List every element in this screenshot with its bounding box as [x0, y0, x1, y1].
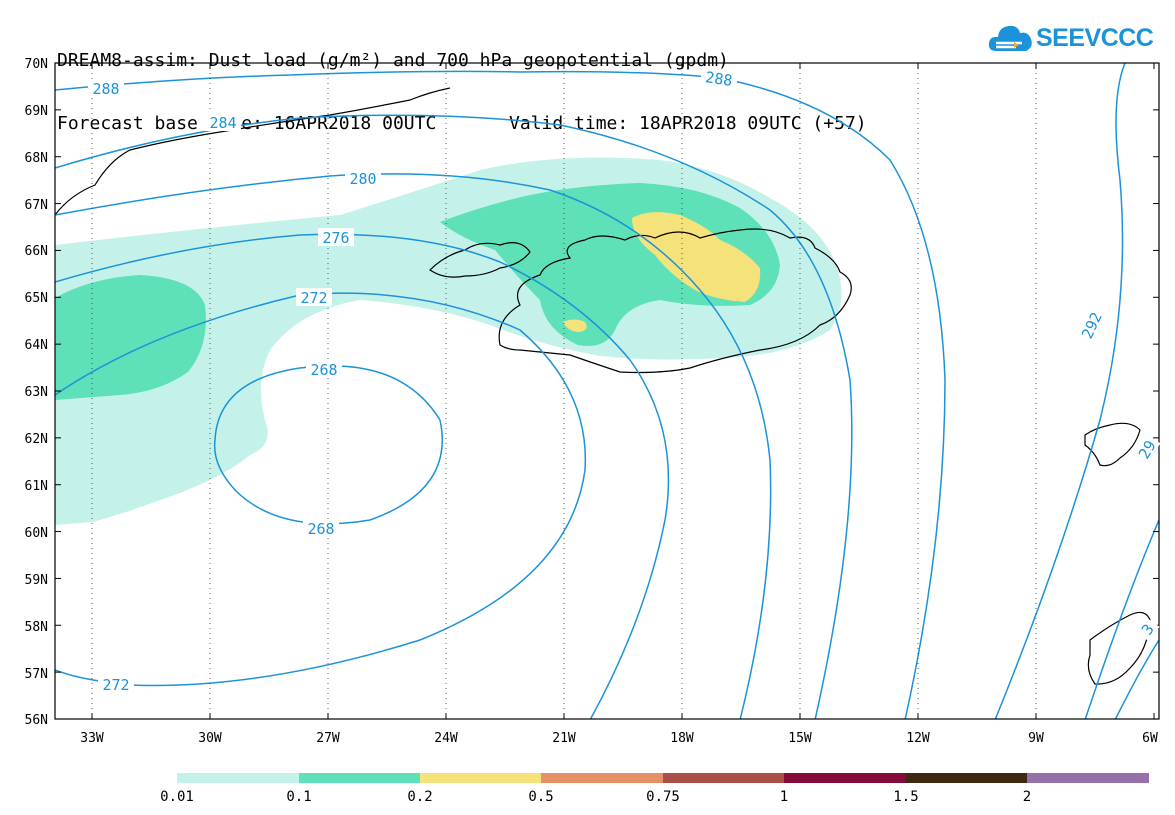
contour-label-288-east: 288 [701, 68, 737, 90]
map-content [55, 63, 1159, 719]
lon-label: 30W [198, 731, 222, 746]
logo-text: SEEVCCC [1036, 23, 1154, 52]
contour-label-268-north: 268 [306, 360, 342, 379]
lat-label: 61N [25, 479, 48, 494]
axis-ticks [55, 62, 1159, 720]
lat-label: 69N [25, 104, 48, 119]
svg-text:276: 276 [322, 229, 349, 247]
title-block: DREAM8-assim: Dust load (g/m²) and 700 h… [57, 8, 867, 155]
svg-text:272: 272 [102, 676, 129, 694]
lon-label: 24W [434, 731, 458, 746]
lat-label: 58N [25, 620, 48, 635]
contour-label-268-south: 268 [303, 519, 339, 538]
contour-label-284: 284 [205, 113, 241, 132]
valid-time: Valid time: 18APR2018 09UTC (+57) [509, 113, 867, 134]
scotland-coast-1 [1084, 422, 1141, 467]
lat-label: 62N [25, 432, 48, 447]
lat-label: 68N [25, 151, 48, 166]
lat-label: 57N [25, 667, 48, 682]
lon-label: 6W [1142, 731, 1158, 746]
legend-swatch-075 [663, 773, 784, 783]
svg-text:284: 284 [209, 114, 236, 132]
iceland-coast [498, 228, 852, 374]
legend-ticks: 0.01 0.1 0.2 0.5 0.75 1 1.5 2 [160, 789, 1031, 805]
contour-296 [1084, 519, 1159, 719]
svg-text:280: 280 [349, 170, 376, 188]
legend-tick-label: 1 [780, 789, 788, 805]
legend-tick-label: 0.75 [646, 789, 680, 805]
svg-text:268: 268 [310, 361, 337, 379]
lat-label: 63N [25, 385, 48, 400]
title-times: Forecast base time: 16APR2018 00UTC Vali… [57, 113, 867, 134]
lat-label: 70N [25, 57, 48, 72]
contour-292 [994, 63, 1126, 719]
svg-text:288: 288 [704, 68, 733, 90]
contour-284 [55, 114, 853, 719]
seevccc-logo: SEEVCCC [988, 20, 1154, 56]
lon-label: 21W [552, 731, 576, 746]
legend-tick-label: 1.5 [893, 789, 918, 805]
contour-268 [213, 365, 443, 525]
scotland-coast-2 [1087, 611, 1151, 685]
legend-tick-label: 0.01 [160, 789, 194, 805]
lat-label: 56N [25, 713, 48, 728]
legend-swatch-02 [420, 773, 541, 783]
contour-label-280: 280 [345, 169, 381, 188]
lat-label: 60N [25, 526, 48, 541]
contour-label-272-north: 272 [296, 288, 332, 307]
lon-label: 12W [906, 731, 930, 746]
legend-tick-label: 0.2 [407, 789, 432, 805]
lon-label: 15W [788, 731, 812, 746]
contour-label-272-south: 272 [98, 675, 134, 694]
longitude-labels: 33W 30W 27W 24W 21W 18W 15W 12W 9W 6W [80, 731, 1158, 746]
lat-label: 64N [25, 338, 48, 353]
geopotential-contours [55, 63, 1159, 719]
legend-colorbar [177, 773, 1149, 783]
contour-272 [55, 292, 587, 687]
contour-label-276: 276 [318, 228, 354, 247]
lon-label: 33W [80, 731, 104, 746]
latitude-labels: 70N 69N 68N 67N 66N 65N 64N 63N 62N 61N … [25, 57, 48, 728]
lon-label: 9W [1028, 731, 1044, 746]
contour-label-288-west: 288 [88, 79, 124, 98]
svg-text:288: 288 [92, 80, 119, 98]
svg-text:268: 268 [307, 520, 334, 538]
legend-swatch-15 [906, 773, 1027, 783]
legend-tick-label: 0.5 [528, 789, 553, 805]
lat-label: 67N [25, 198, 48, 213]
legend-tick-label: 0.1 [286, 789, 311, 805]
legend-swatch-2 [1027, 773, 1149, 783]
legend-tick-label: 2 [1023, 789, 1031, 805]
lon-label: 18W [670, 731, 694, 746]
contour-label-292: 292 [1075, 304, 1107, 346]
legend-swatch-1 [784, 773, 906, 783]
cloud-icon [988, 25, 1032, 51]
contour-280 [55, 173, 772, 719]
svg-text:272: 272 [300, 289, 327, 307]
contour-label-30x: 3 [1134, 616, 1160, 642]
legend-swatch-01 [299, 773, 420, 783]
lat-label: 66N [25, 244, 48, 259]
contour-276 [55, 233, 670, 719]
lat-label: 65N [25, 291, 48, 306]
contour-300 [1114, 639, 1159, 719]
greenland-coast [55, 87, 451, 216]
forecast-base-time: Forecast base time: 16APR2018 00UTC [57, 113, 437, 134]
lon-label: 27W [316, 731, 340, 746]
legend-swatch-05 [541, 773, 663, 783]
legend-swatch-001 [177, 773, 299, 783]
lat-label: 59N [25, 573, 48, 588]
